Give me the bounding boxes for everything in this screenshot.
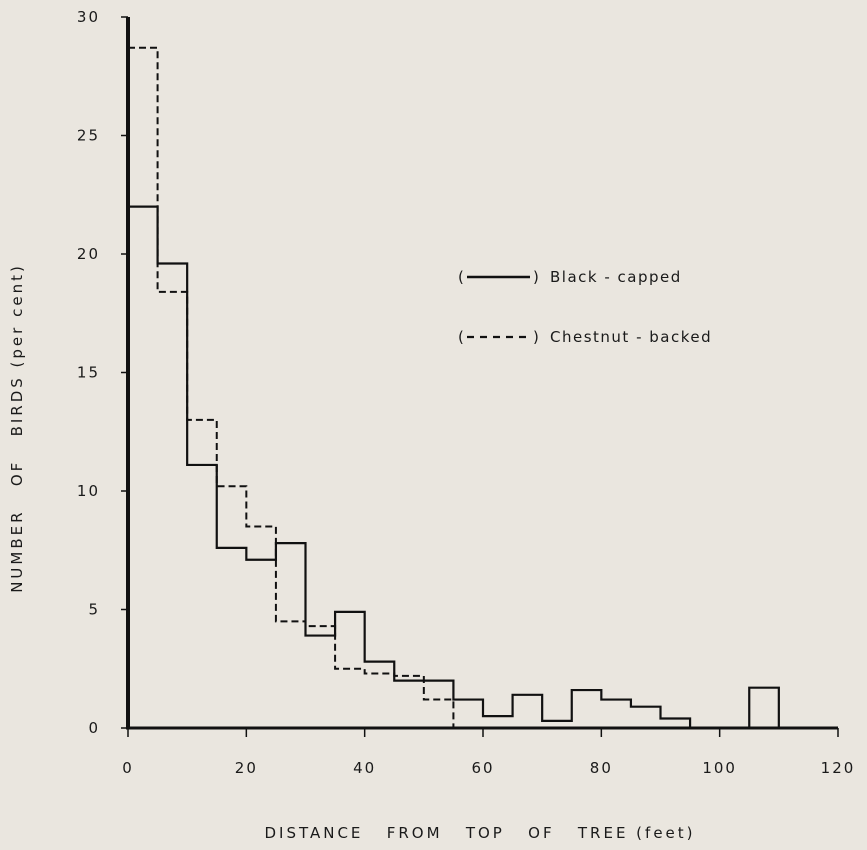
y-tick-label: 0 (88, 719, 100, 737)
x-tick-label: 100 (702, 759, 737, 777)
bin-black-capped (217, 548, 247, 728)
bin-black-capped (601, 700, 631, 728)
bin-black-capped (453, 700, 483, 728)
x-tick-label: 60 (471, 759, 494, 777)
x-tick-label: 0 (122, 759, 134, 777)
series-layer (128, 46, 780, 730)
y-tick-label: 30 (77, 8, 100, 26)
bin-black-capped (335, 612, 365, 728)
bin-black-capped (365, 662, 395, 728)
bin-black-capped (424, 681, 454, 728)
legend-close-paren: ) (533, 268, 540, 286)
x-tick-label: 80 (590, 759, 613, 777)
legend-label: Black - capped (550, 268, 682, 286)
legend-open-paren: ( (458, 328, 465, 346)
bin-black-capped (187, 465, 217, 728)
x-axis-title: DISTANCE FROM TOP OF TREE (feet) (264, 824, 695, 842)
bin-black-capped (513, 695, 543, 728)
axes (126, 17, 838, 730)
legend-label: Chestnut - backed (550, 328, 712, 346)
bin-black-capped (483, 716, 513, 728)
bin-black-capped (394, 681, 424, 728)
y-tick-label: 5 (88, 601, 100, 619)
legend: () Black - capped () Chestnut - backed (458, 268, 712, 346)
y-tick-label: 25 (77, 127, 100, 145)
x-tick-label: 20 (235, 759, 258, 777)
bin-black-capped (276, 543, 306, 728)
y-tick-label: 20 (77, 245, 100, 263)
y-tick-label: 15 (77, 364, 100, 382)
legend-open-paren: ( (458, 268, 465, 286)
y-tick-label: 10 (77, 482, 100, 500)
x-tick-label: 40 (353, 759, 376, 777)
x-axis-ticks: 0 20 40 60 80 100 120 (122, 728, 856, 777)
bin-black-capped (306, 636, 336, 728)
y-axis-ticks: 0 5 10 15 20 25 30 (77, 8, 128, 737)
bin-black-capped (749, 688, 779, 728)
bin-black-capped (158, 263, 188, 728)
bin-black-capped (572, 690, 602, 728)
x-tick-label: 120 (821, 759, 856, 777)
series-line-black-capped (128, 205, 780, 730)
bin-black-capped (631, 707, 661, 728)
y-axis-title: NUMBER OF BIRDS (per cent) (8, 263, 26, 593)
bin-black-capped (246, 560, 276, 728)
bin-black-capped (128, 207, 158, 728)
legend-close-paren: ) (533, 328, 540, 346)
